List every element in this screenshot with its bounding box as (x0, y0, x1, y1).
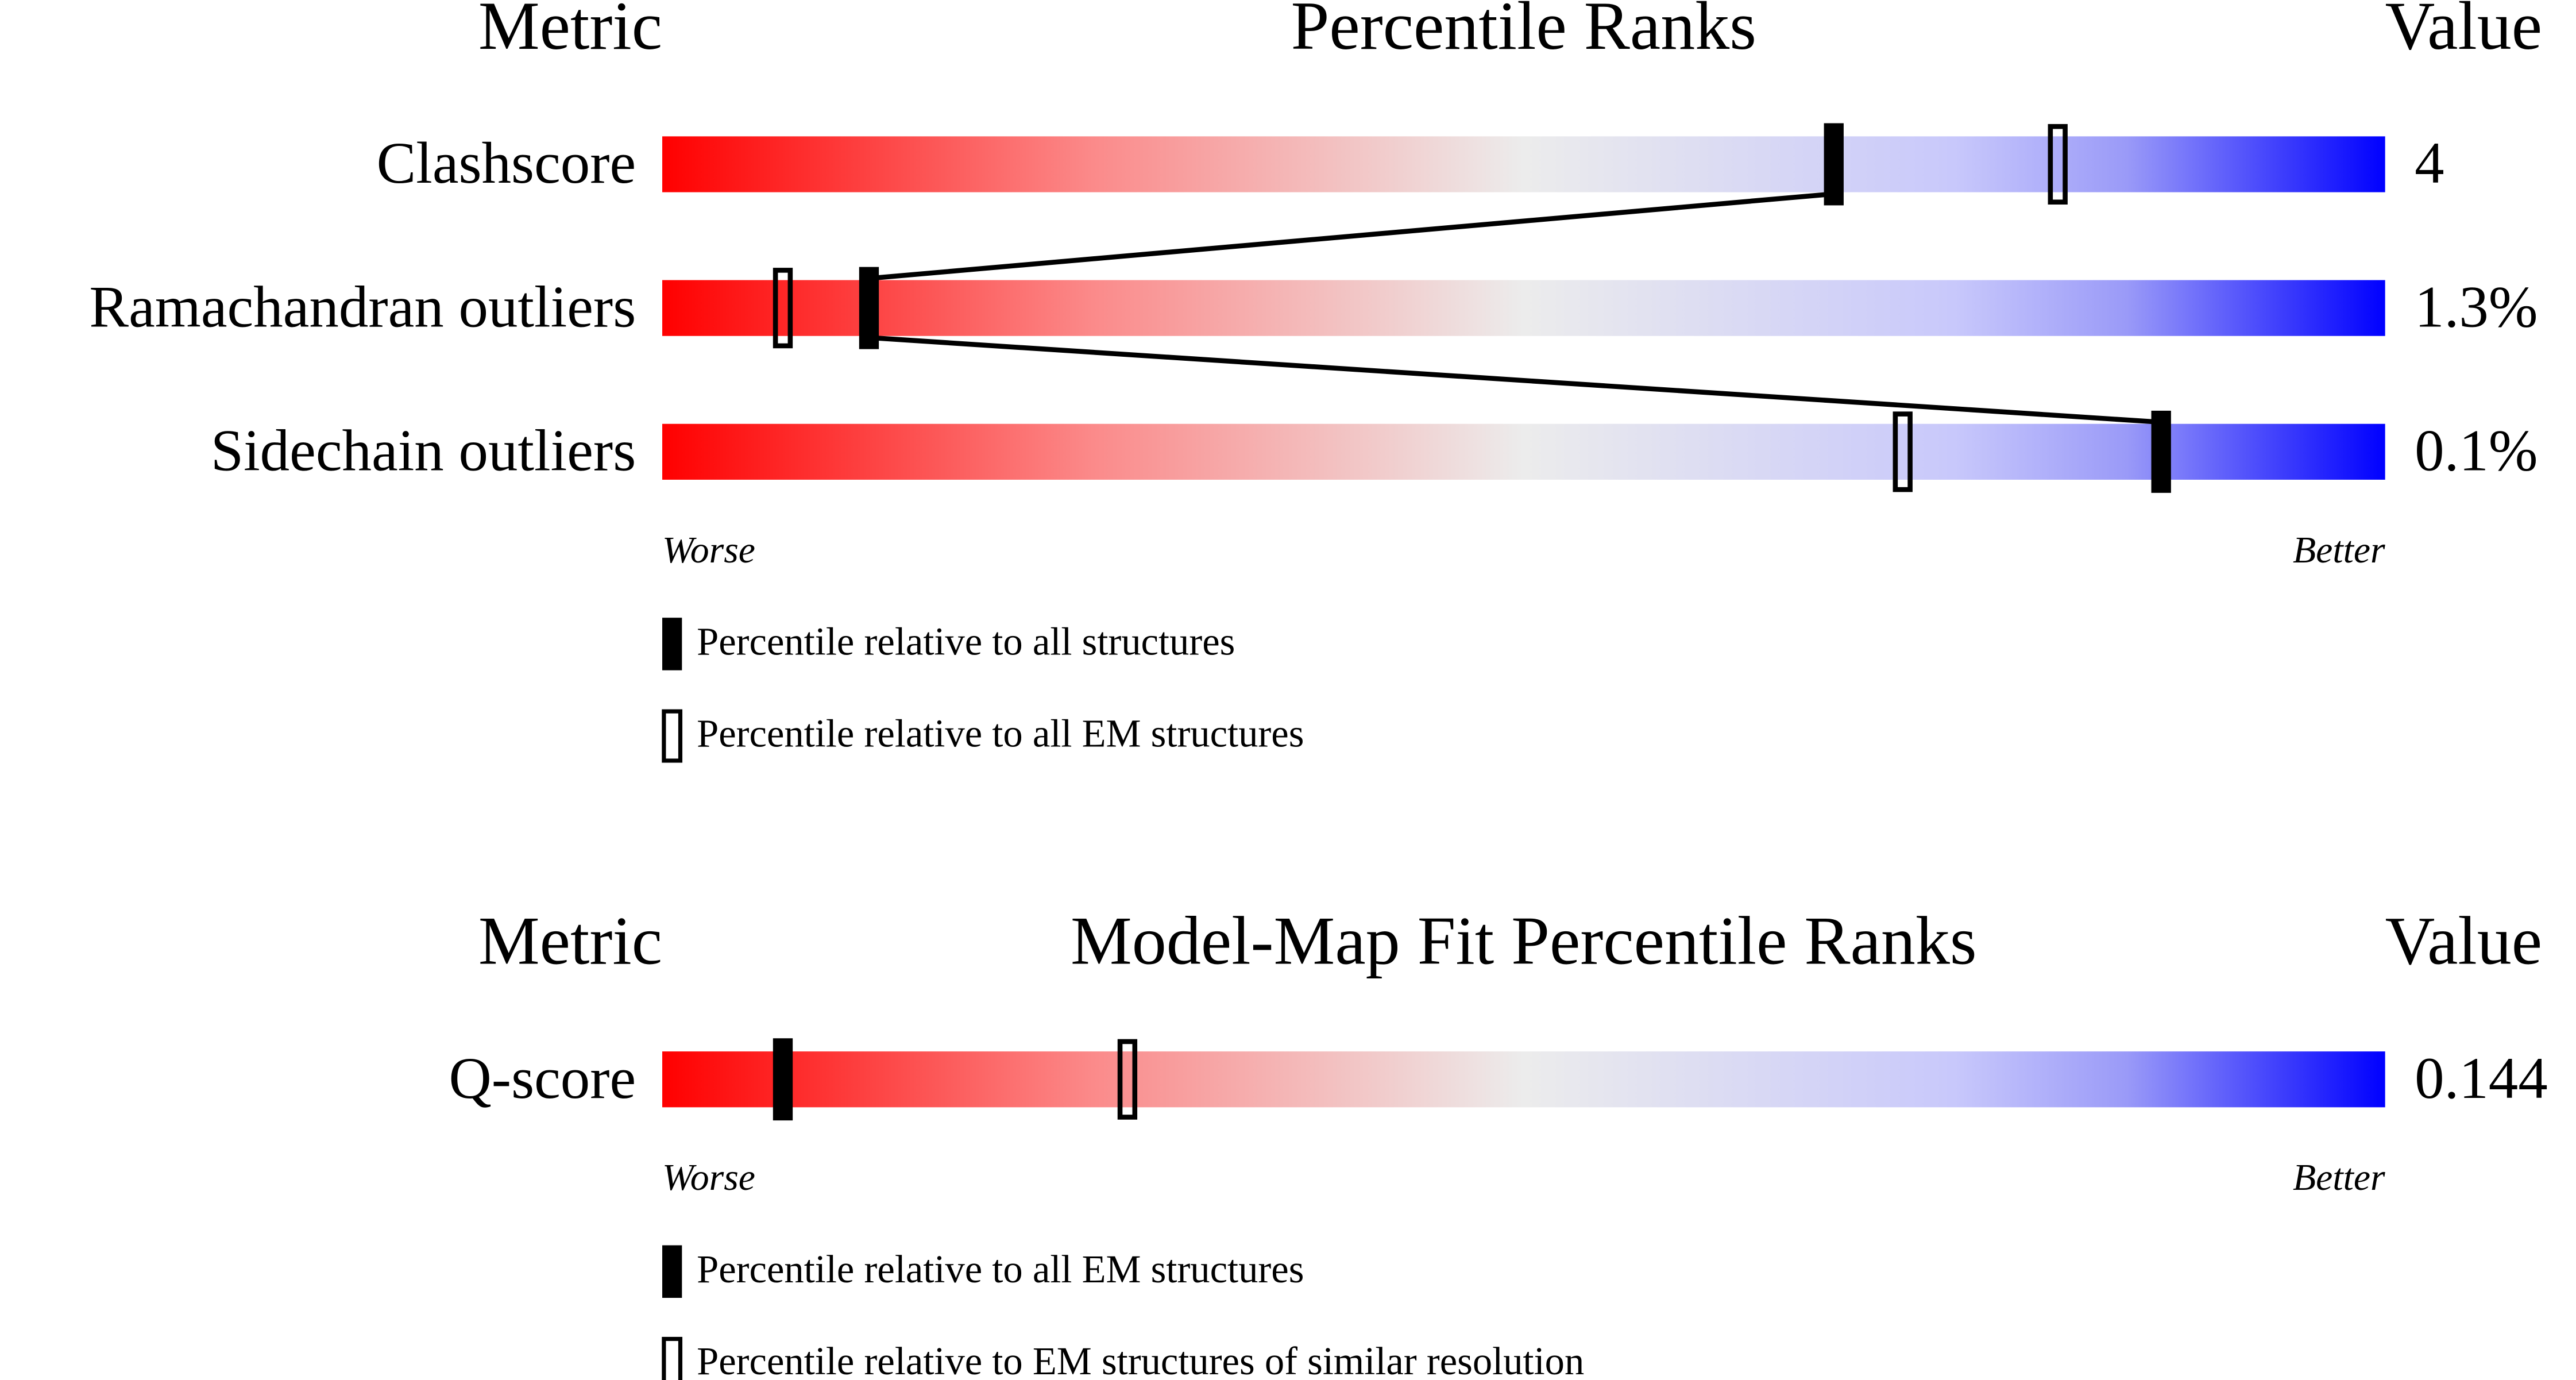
metric-label: Q-score (449, 1046, 636, 1111)
slider-bar (662, 1051, 2385, 1108)
legend-swatch (662, 709, 683, 763)
filled-marker (773, 1038, 793, 1121)
open-marker (773, 268, 793, 349)
slider-bar (662, 280, 2385, 336)
worse-label: Worse (662, 529, 755, 571)
open-marker (1893, 411, 1913, 492)
legend-label: Percentile relative to all EM structures (697, 1247, 1304, 1291)
metric-header: Metric (478, 903, 662, 979)
filled-marker (2151, 410, 2171, 493)
filled-marker (1824, 123, 1844, 206)
legend-swatch (662, 618, 682, 670)
slider-bar (662, 423, 2385, 480)
legend-label: Percentile relative to EM structures of … (697, 1339, 1584, 1380)
better-label: Better (2293, 1157, 2385, 1198)
metric-label: Sidechain outliers (211, 418, 636, 484)
metric-header: Metric (478, 0, 662, 64)
worse-label: Worse (662, 1157, 755, 1198)
metric-label: Clashscore (377, 130, 636, 196)
filled-marker (859, 267, 879, 349)
value-header: Value (2385, 0, 2542, 64)
legend-swatch (662, 1336, 683, 1380)
connector-line (868, 191, 1835, 281)
slider-bar (662, 136, 2385, 192)
better-label: Better (2293, 529, 2385, 571)
open-marker (2048, 124, 2068, 205)
chart-title: Percentile Ranks (1291, 0, 1756, 64)
legend-swatch (662, 1245, 682, 1298)
chart-title: Model-Map Fit Percentile Ranks (1071, 903, 1977, 979)
open-marker (1117, 1039, 1138, 1120)
metric-value: 1.3% (2415, 274, 2538, 340)
connector-line (868, 335, 2161, 425)
metric-value: 4 (2415, 130, 2444, 196)
legend-label: Percentile relative to all EM structures (697, 712, 1304, 755)
metric-value: 0.1% (2415, 418, 2538, 484)
metric-label: Ramachandran outliers (89, 274, 636, 340)
legend-label: Percentile relative to all structures (697, 620, 1235, 664)
value-header: Value (2385, 903, 2542, 979)
metric-value: 0.144 (2415, 1046, 2548, 1111)
